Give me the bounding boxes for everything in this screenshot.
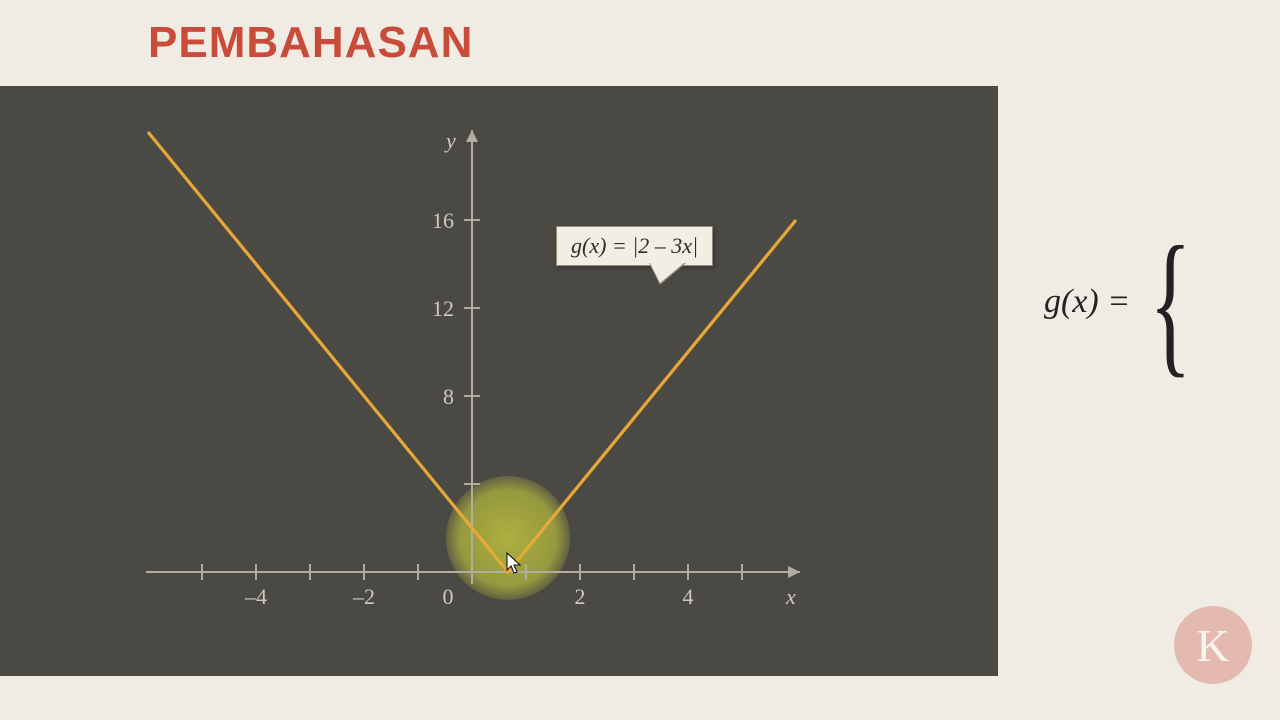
callout-text: g(x) = |2 – 3x| <box>571 233 698 258</box>
x-axis-label: x <box>785 584 796 609</box>
x-tick-neg4: –4 <box>244 584 267 609</box>
x-tick-neg2: –2 <box>352 584 375 609</box>
function-callout: g(x) = |2 – 3x| <box>556 226 713 266</box>
y-axis-label: y <box>444 128 456 153</box>
y-tick-8: 8 <box>443 384 454 409</box>
equation-lhs: g(x) = <box>1044 283 1130 321</box>
x-tick-0: 0 <box>443 584 454 609</box>
logo-k: K <box>1174 606 1252 684</box>
brace-open-icon: { <box>1149 230 1191 374</box>
page-title: PEMBAHASAN <box>148 18 473 68</box>
x-tick-2: 2 <box>575 584 586 609</box>
y-axis: 8 12 16 y <box>432 128 480 584</box>
y-tick-12: 12 <box>432 296 454 321</box>
x-tick-4: 4 <box>683 584 694 609</box>
logo-letter: K <box>1196 619 1229 672</box>
y-tick-16: 16 <box>432 208 454 233</box>
chart-svg: –4 –2 0 2 4 x 8 12 16 y <box>0 86 998 676</box>
chart-panel: –4 –2 0 2 4 x 8 12 16 y g(x) = |2 – 3x| <box>0 86 998 676</box>
equation-gx: g(x) = { <box>1044 230 1209 374</box>
